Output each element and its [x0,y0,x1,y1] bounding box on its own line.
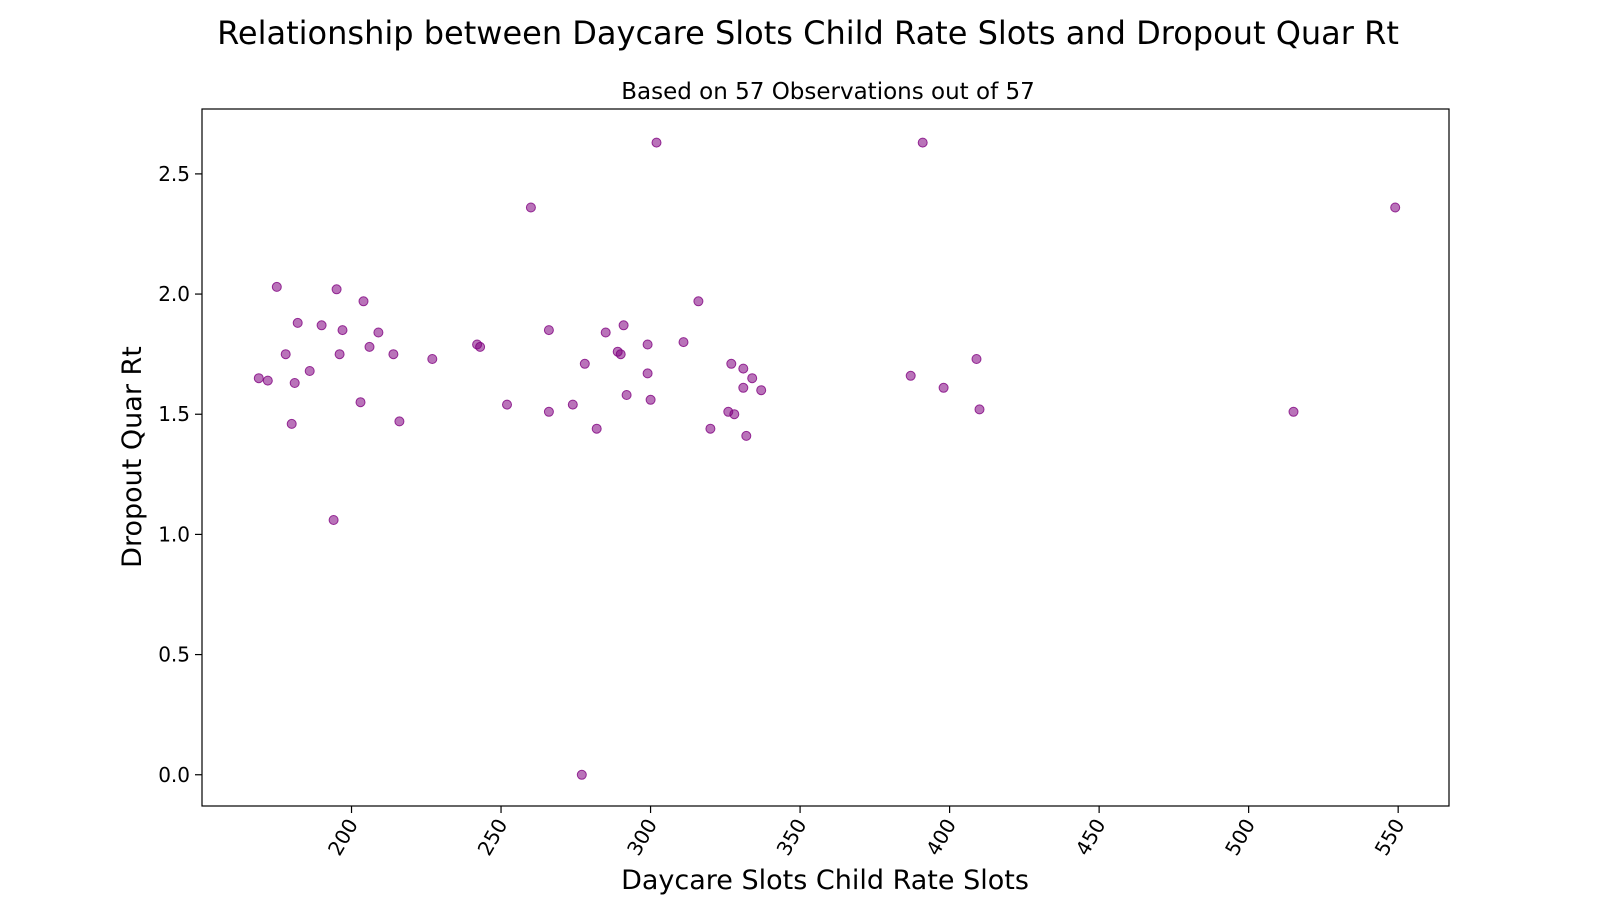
x-tick-label: 500 [1220,815,1260,860]
data-point [373,327,384,338]
x-tick-label: 250 [472,815,512,860]
data-point [525,202,536,213]
data-point [726,358,737,369]
data-point [747,373,758,384]
data-point [645,394,656,405]
y-axis-label: Dropout Quar Rt [117,346,148,568]
data-point [358,296,369,307]
x-tick-label: 200 [323,815,363,860]
data-point [543,406,554,417]
data-point [253,373,264,384]
data-point [579,358,590,369]
x-tick-label: 300 [622,815,662,860]
data-point [678,337,689,348]
data-point [693,296,704,307]
data-point [938,382,949,393]
data-point [971,354,982,364]
data-point [642,339,653,350]
data-point [328,515,339,525]
data-point [289,378,300,388]
data-point [355,397,366,408]
y-tick-label: 1.0 [158,522,190,546]
data-point [618,320,629,331]
data-point [738,382,749,393]
data-point [316,320,327,331]
data-point [567,399,578,410]
data-point [576,769,587,780]
data-point [292,317,303,328]
data-point [729,409,740,420]
data-point [262,375,273,386]
data-points [253,137,1401,780]
data-point [738,363,749,374]
data-point [917,137,928,148]
data-point [334,349,345,360]
data-point [1390,202,1401,213]
data-point [475,341,486,352]
data-point [304,366,315,376]
data-point [905,370,916,381]
data-point [591,423,602,434]
data-point [364,341,375,352]
y-tick-label: 0.5 [158,643,190,667]
data-point [756,385,767,396]
x-tick-label: 400 [921,815,961,860]
data-point [741,430,752,441]
data-point [271,281,282,292]
y-axis-ticks: 0.0 0.5 1.0 1.5 2.0 2.5 [158,162,202,787]
x-axis-ticks: 200 250 300 350 400 450 500 550 [323,806,1410,860]
chart-subtitle: Based on 57 Observations out of 57 [621,79,1035,105]
x-tick-label: 450 [1071,815,1111,860]
plot-frame [201,108,1450,807]
data-point [651,137,662,148]
data-point [394,416,405,427]
data-point [642,368,653,379]
data-point [337,325,348,336]
data-point [705,423,716,434]
x-axis-label: Daycare Slots Child Rate Slots [621,865,1029,896]
chart-title: Relationship between Daycare Slots Child… [217,14,1399,52]
x-tick-label: 350 [772,815,812,860]
y-tick-label: 0.0 [158,763,190,787]
data-point [331,284,342,295]
y-tick-label: 2.5 [158,162,190,186]
data-point [974,404,985,415]
data-point [286,418,297,429]
data-point [615,349,626,360]
data-point [502,399,512,410]
data-point [427,354,438,364]
data-point [1288,406,1299,417]
y-tick-label: 2.0 [158,282,190,306]
data-point [280,349,291,360]
data-point [621,390,632,400]
data-point [600,327,611,338]
data-point [388,349,399,360]
data-point [543,325,554,336]
x-tick-label: 550 [1370,815,1410,860]
y-tick-label: 1.5 [158,402,190,426]
